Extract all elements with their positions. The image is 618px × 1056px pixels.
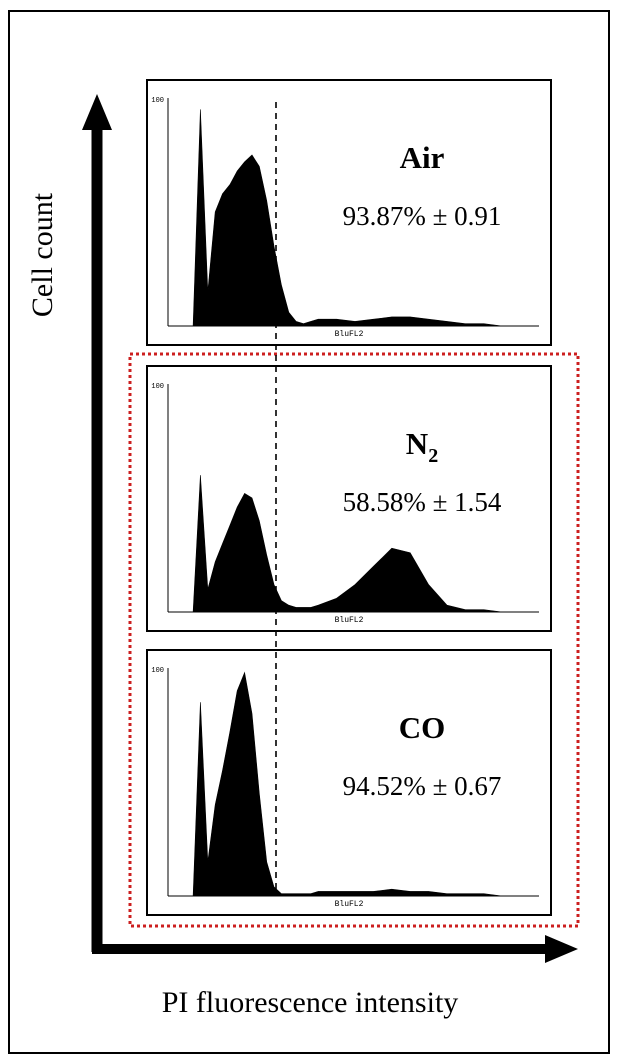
panel-title: Air <box>400 140 445 175</box>
x-channel-label: BluFL2 <box>335 330 364 339</box>
panel-stat: 58.58% ± 1.54 <box>343 487 502 517</box>
y-tick-label: 100 <box>151 667 164 675</box>
histogram-panel: 100 BluFL2 Air 93.87% ± 0.91 <box>146 79 552 346</box>
panel-title-subscript: 2 <box>428 445 438 467</box>
y-axis-arrowhead <box>82 94 112 130</box>
figure-frame: Cell count PI fluorescence intensity 100… <box>8 10 610 1054</box>
panel-title: CO <box>399 710 446 745</box>
y-tick-label: 100 <box>151 383 164 391</box>
figure-canvas: Cell count PI fluorescence intensity 100… <box>26 79 580 1019</box>
histogram-panel: 100 BluFL2 CO 94.52% ± 0.67 <box>146 649 552 916</box>
highlight-box <box>128 352 580 928</box>
x-axis-arrowhead <box>545 935 578 963</box>
x-channel-label: BluFL2 <box>335 616 364 625</box>
y-axis-label: Cell count <box>26 192 59 317</box>
histogram-area <box>171 671 539 897</box>
x-axis-label: PI fluorescence intensity <box>162 986 459 1019</box>
histogram-area <box>171 109 539 327</box>
panel-stat: 93.87% ± 0.91 <box>343 201 502 231</box>
histogram-area <box>171 475 539 613</box>
x-channel-label: BluFL2 <box>335 900 364 909</box>
panel-stat: 94.52% ± 0.67 <box>343 771 502 801</box>
y-tick-label: 100 <box>151 97 164 105</box>
